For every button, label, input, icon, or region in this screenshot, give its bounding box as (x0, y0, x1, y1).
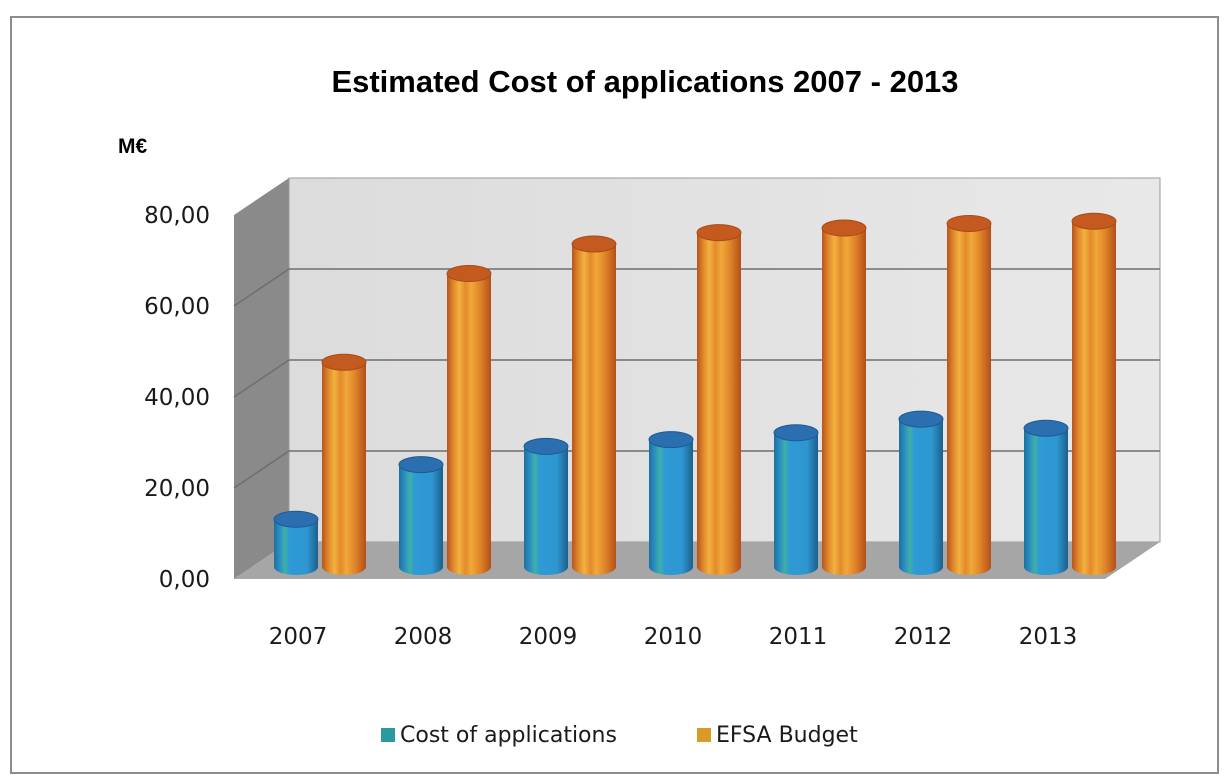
bar-body (274, 519, 318, 575)
y-tick-label: 40,00 (144, 385, 210, 411)
bar-body (649, 439, 693, 575)
bar-efsa-budget-2009 (571, 235, 617, 575)
chart-title: Estimated Cost of applications 2007 - 20… (331, 64, 958, 99)
bar-body (899, 419, 943, 575)
bar-efsa-budget-2011 (821, 219, 867, 575)
bar-top (821, 219, 867, 237)
bar-top (571, 235, 617, 253)
y-tick-label: 60,00 (144, 294, 210, 320)
bar-body (572, 243, 616, 575)
bar-cost-of-applications-2009 (523, 437, 569, 575)
x-tick-labels: 2007 2008 2009 2010 2011 2012 2013 (269, 624, 1078, 650)
bar-top (946, 214, 992, 232)
bar-top (398, 456, 444, 474)
gridline-side (233, 450, 290, 489)
x-tick-label: 2010 (644, 624, 703, 650)
bar-body (697, 232, 741, 575)
bar-cost-of-applications-2013 (1023, 419, 1069, 575)
legend-label-cost-of-applications: Cost of applications (400, 723, 617, 748)
bar-top (446, 265, 492, 283)
y-tick-label: 0,00 (159, 567, 210, 593)
bar-top (898, 410, 944, 428)
bar-top (773, 424, 819, 442)
x-tick-label: 2013 (1019, 624, 1078, 650)
bars-layer (273, 212, 1117, 575)
gridline-side (233, 268, 290, 307)
bar-top (321, 353, 367, 371)
bar-top (696, 224, 742, 242)
x-tick-label: 2007 (269, 624, 328, 650)
bar-cost-of-applications-2007 (273, 510, 319, 575)
x-tick-label: 2011 (769, 624, 828, 650)
bar-body (524, 446, 568, 575)
legend-swatch-efsa-budget (697, 728, 711, 742)
bar-efsa-budget-2013 (1071, 212, 1117, 575)
bar-cost-of-applications-2008 (398, 456, 444, 575)
bar-body (447, 273, 491, 575)
gridline-side (233, 359, 290, 398)
bar-body (774, 432, 818, 575)
bar-body (1072, 221, 1116, 575)
legend: Cost of applications EFSA Budget (381, 723, 858, 748)
x-tick-label: 2009 (519, 624, 578, 650)
bar-body (322, 362, 366, 575)
y-tick-label: 80,00 (144, 203, 210, 229)
x-tick-label: 2012 (894, 624, 953, 650)
bar-cost-of-applications-2010 (648, 431, 694, 575)
legend-swatch-cost-of-applications (381, 728, 395, 742)
bar-efsa-budget-2007 (321, 353, 367, 575)
bar-body (399, 464, 443, 575)
bar-top (648, 431, 694, 449)
bar-efsa-budget-2008 (446, 265, 492, 575)
bar-body (947, 223, 991, 575)
bar-body (1024, 428, 1068, 575)
bar-top (1071, 212, 1117, 230)
bar-top (523, 437, 569, 455)
bar-cost-of-applications-2011 (773, 424, 819, 575)
bar-top (273, 510, 319, 528)
bar-top (1023, 419, 1069, 437)
bar-efsa-budget-2012 (946, 214, 992, 575)
y-tick-labels: 0,00 20,00 40,00 60,00 80,00 (144, 203, 210, 593)
y-axis-unit: M€ (118, 135, 147, 158)
x-tick-label: 2008 (394, 624, 453, 650)
y-tick-label: 20,00 (144, 476, 210, 502)
bar-cost-of-applications-2012 (898, 410, 944, 575)
bar-efsa-budget-2010 (696, 224, 742, 575)
legend-label-efsa-budget: EFSA Budget (716, 723, 858, 748)
bar-body (822, 228, 866, 575)
